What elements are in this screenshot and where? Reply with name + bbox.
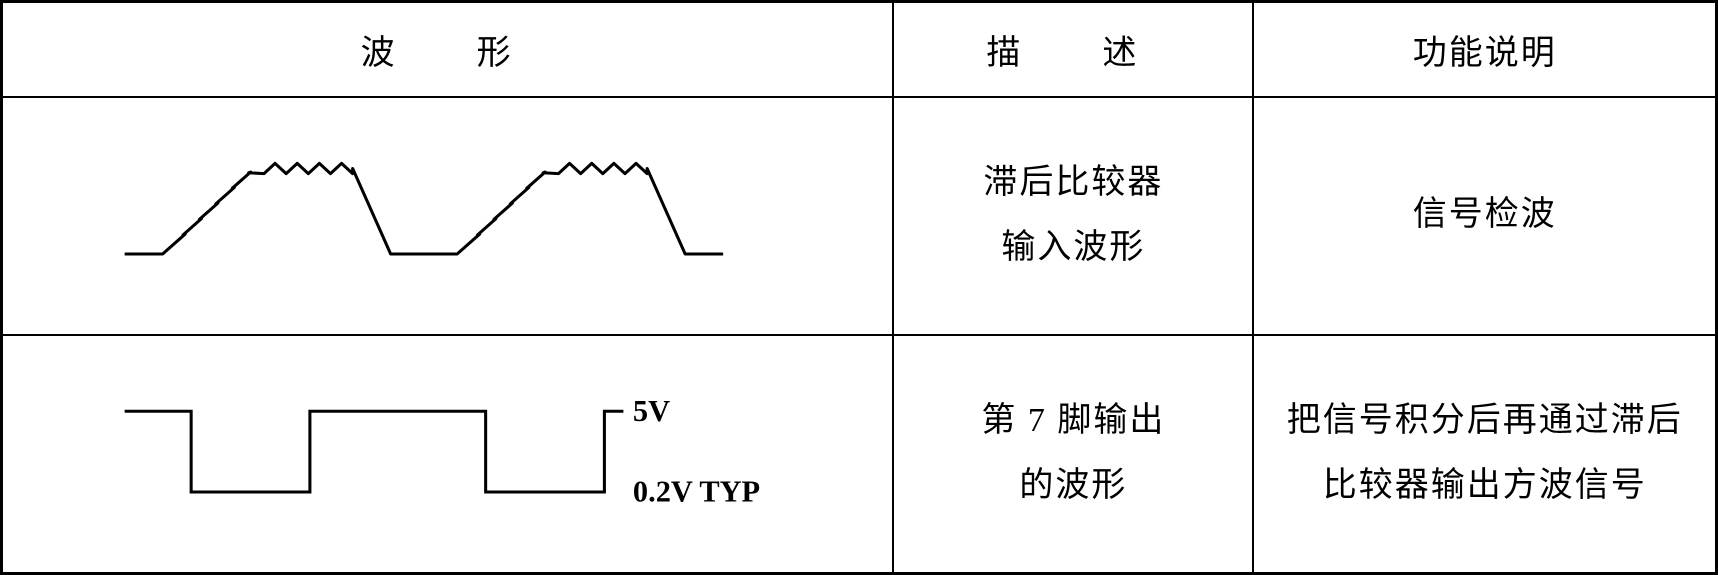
header-waveform: 波 形	[2, 2, 894, 97]
table-row: 5V 0.2V TYP 第 7 脚输出的波形把信号积分后再通过滞后比较器输出方波信号	[2, 335, 1717, 574]
header-description: 描 述	[893, 2, 1253, 97]
voltage-label: 5V	[633, 394, 670, 428]
function-line: 把信号积分后再通过滞后	[1264, 389, 1705, 454]
description-line: 输入波形	[904, 216, 1242, 281]
table-header-row: 波 形 描 述 功能说明	[2, 2, 1717, 97]
function-line: 信号检波	[1264, 183, 1705, 248]
description-cell: 第 7 脚输出的波形	[893, 335, 1253, 574]
waveform-cell	[2, 97, 894, 336]
function-cell: 把信号积分后再通过滞后比较器输出方波信号	[1253, 335, 1716, 574]
header-function: 功能说明	[1253, 2, 1716, 97]
waveform-table: 波 形 描 述 功能说明 滞后比较器输入波形信号检波 5V 0.2V TYP 第 7 …	[0, 0, 1718, 575]
table-row: 滞后比较器输入波形信号检波	[2, 97, 1717, 336]
description-cell: 滞后比较器输入波形	[893, 97, 1253, 336]
waveform-svg	[13, 121, 882, 311]
function-line: 比较器输出方波信号	[1264, 454, 1705, 519]
voltage-label: 0.2V TYP	[633, 475, 760, 509]
description-line: 滞后比较器	[904, 151, 1242, 216]
description-line: 第 7 脚输出	[904, 389, 1242, 454]
description-line: 的波形	[904, 454, 1242, 519]
waveform-svg: 5V 0.2V TYP	[13, 359, 882, 549]
waveform-cell: 5V 0.2V TYP	[2, 335, 894, 574]
function-cell: 信号检波	[1253, 97, 1716, 336]
